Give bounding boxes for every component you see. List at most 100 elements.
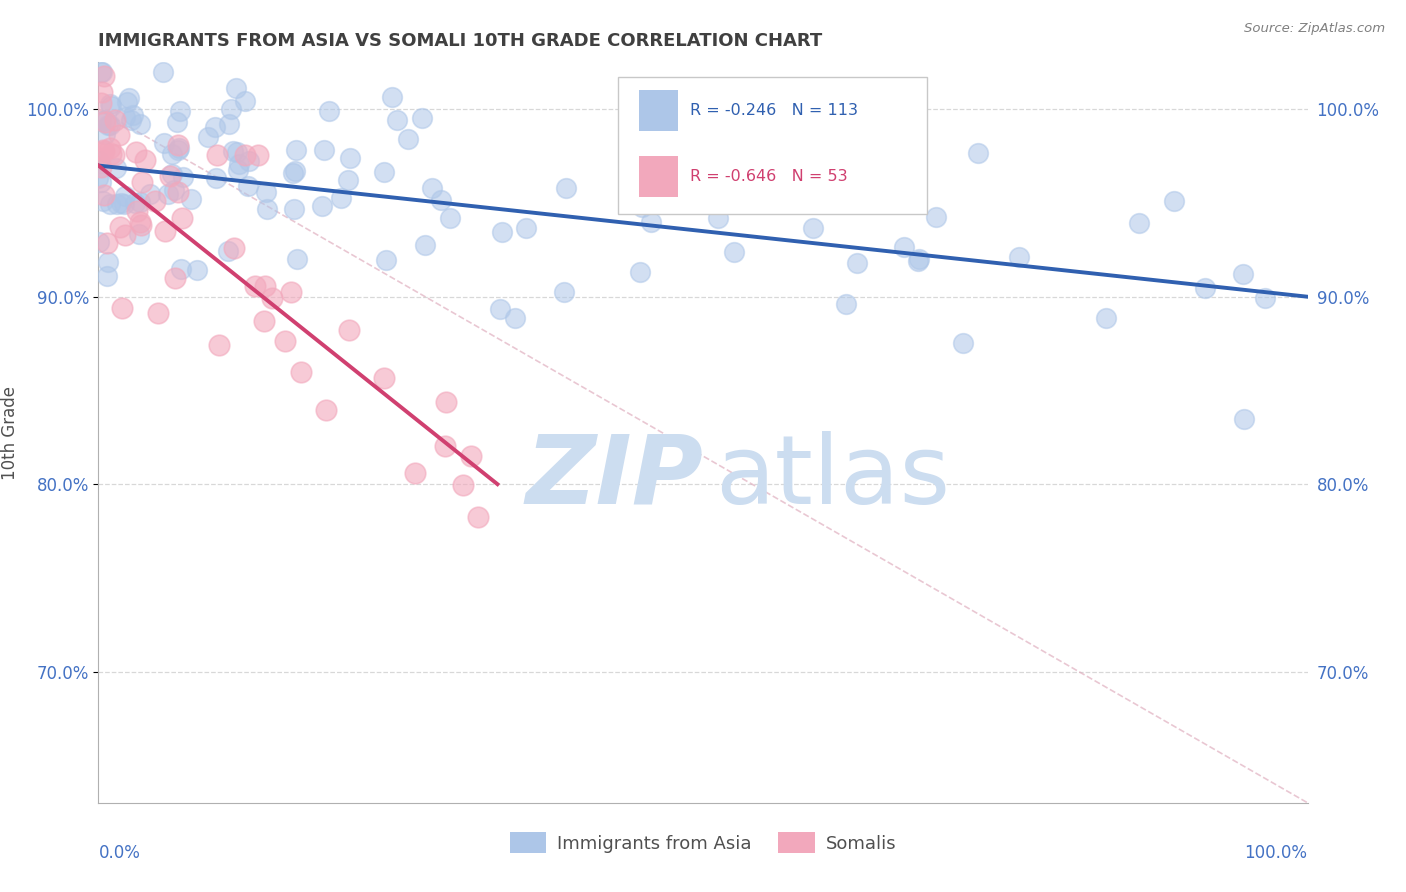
Point: [238, 178, 260, 193]
Text: atlas: atlas: [716, 431, 950, 524]
Point: [205, 147, 228, 161]
Point: [280, 285, 302, 300]
Point: [124, 195, 146, 210]
Point: [128, 227, 150, 241]
Y-axis label: 10th Grade: 10th Grade: [1, 385, 20, 480]
Point: [96, 235, 118, 250]
Point: [98, 197, 121, 211]
Point: [284, 164, 307, 178]
Point: [434, 395, 457, 409]
FancyBboxPatch shape: [619, 78, 927, 214]
Point: [373, 371, 395, 385]
Point: [315, 403, 337, 417]
Point: [925, 211, 948, 225]
Point: [105, 197, 128, 211]
Text: ZIP: ZIP: [524, 431, 703, 524]
Point: [451, 478, 474, 492]
Point: [104, 113, 127, 128]
Point: [160, 167, 183, 181]
Point: [114, 110, 136, 124]
Point: [1128, 216, 1150, 230]
Point: [373, 164, 395, 178]
Point: [845, 255, 868, 269]
Point: [139, 186, 162, 201]
Text: 0.0%: 0.0%: [98, 844, 141, 862]
Point: [180, 192, 202, 206]
Point: [801, 221, 824, 235]
Point: [131, 175, 153, 189]
Point: [555, 181, 578, 195]
Point: [97, 254, 120, 268]
Point: [217, 244, 239, 258]
Point: [1008, 250, 1031, 264]
Point: [285, 252, 308, 266]
Point: [98, 96, 121, 111]
Point: [145, 194, 167, 208]
Point: [254, 279, 277, 293]
Point: [90, 65, 112, 79]
Point: [238, 153, 260, 168]
Point: [1194, 281, 1216, 295]
Point: [163, 271, 186, 285]
Point: [129, 117, 152, 131]
Point: [219, 102, 242, 116]
Point: [908, 252, 931, 267]
Point: [115, 95, 138, 109]
Point: [966, 146, 988, 161]
Point: [330, 191, 353, 205]
Point: [169, 104, 191, 119]
Point: [152, 65, 174, 79]
Point: [503, 310, 526, 325]
Point: [155, 224, 177, 238]
Point: [1233, 411, 1256, 425]
Point: [152, 136, 174, 150]
Point: [256, 202, 278, 216]
Point: [247, 148, 270, 162]
Point: [167, 141, 190, 155]
Point: [94, 127, 117, 141]
Point: [91, 194, 114, 208]
Point: [98, 118, 121, 132]
Point: [228, 157, 250, 171]
Point: [112, 197, 135, 211]
Point: [91, 143, 114, 157]
Point: [129, 195, 152, 210]
Point: [90, 96, 112, 111]
Point: [413, 238, 436, 252]
Point: [893, 240, 915, 254]
Legend: Immigrants from Asia, Somalis: Immigrants from Asia, Somalis: [503, 825, 903, 861]
Point: [159, 169, 181, 183]
Text: 100.0%: 100.0%: [1244, 844, 1308, 862]
Point: [233, 94, 256, 108]
Point: [118, 90, 141, 104]
Point: [218, 117, 240, 131]
Point: [114, 189, 136, 203]
Point: [336, 173, 359, 187]
Point: [166, 137, 188, 152]
Point: [224, 241, 246, 255]
Point: [381, 90, 404, 104]
Point: [375, 252, 398, 267]
Point: [166, 115, 188, 129]
Point: [186, 263, 208, 277]
Point: [488, 302, 510, 317]
Point: [515, 220, 537, 235]
Point: [460, 449, 482, 463]
Point: [283, 166, 305, 180]
Point: [166, 143, 188, 157]
Point: [207, 337, 229, 351]
Point: [91, 85, 114, 99]
Point: [952, 336, 974, 351]
Point: [285, 143, 308, 157]
Point: [98, 141, 121, 155]
Point: [87, 171, 110, 186]
Point: [134, 153, 156, 168]
Point: [404, 467, 426, 481]
Point: [411, 112, 433, 126]
Point: [93, 113, 115, 128]
Point: [110, 219, 132, 234]
Point: [1094, 311, 1116, 326]
Point: [96, 269, 118, 284]
Point: [434, 439, 457, 453]
Point: [422, 181, 444, 195]
